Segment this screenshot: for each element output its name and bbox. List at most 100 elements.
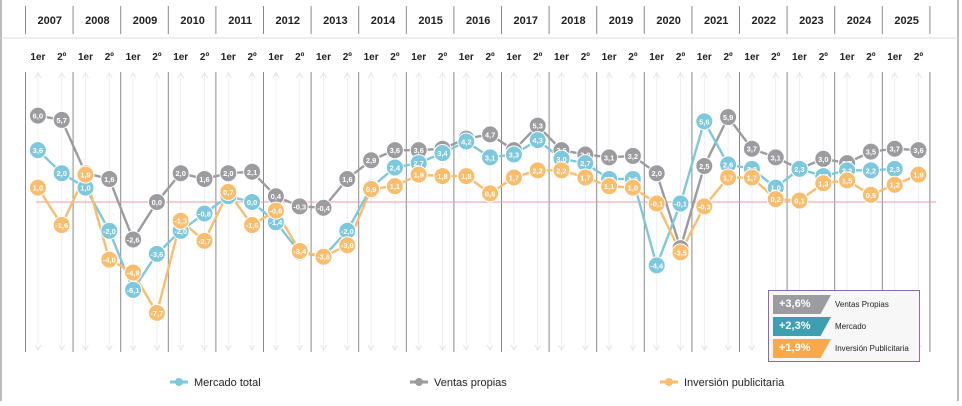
- data-point: [219, 164, 238, 183]
- data-point: [861, 161, 880, 180]
- data-point: [28, 141, 47, 160]
- year-label: 2012: [276, 15, 300, 27]
- arrow-down-icon: [367, 344, 375, 351]
- data-label: 2,0: [651, 169, 661, 178]
- data-point: [576, 168, 595, 187]
- year-label: 2011: [228, 15, 252, 27]
- data-label: 0,4: [271, 192, 282, 201]
- legend-label: Inversión publicitaria: [684, 377, 785, 389]
- summary-label: Mercado: [835, 322, 867, 331]
- arrow-up-icon: [534, 72, 542, 79]
- year-label: 2024: [847, 15, 872, 27]
- arrow-up-icon: [272, 72, 280, 79]
- half-label: 2º: [105, 52, 115, 63]
- arrow-up-icon: [748, 72, 756, 79]
- data-point: [147, 193, 166, 211]
- half-label: 1er: [792, 52, 807, 63]
- data-point: [100, 221, 119, 240]
- data-label: 2,2: [532, 166, 542, 175]
- data-point: [457, 167, 476, 186]
- data-label: 3,6: [33, 146, 43, 155]
- arrow-down-icon: [296, 344, 304, 351]
- data-point: [647, 256, 666, 275]
- legend-label: Mercado total: [194, 377, 261, 389]
- data-point: [719, 108, 738, 127]
- data-point: [885, 139, 904, 158]
- data-point: [385, 158, 404, 177]
- arrow-down-icon: [248, 344, 256, 351]
- data-label: 0,5: [866, 191, 876, 200]
- arrow-down-icon: [724, 344, 732, 351]
- arrow-down-icon: [343, 344, 351, 351]
- data-label: 1,7: [580, 174, 590, 183]
- data-label: 3,6: [390, 146, 400, 155]
- half-label: 1er: [364, 52, 379, 63]
- data-label: 4,2: [461, 138, 471, 147]
- arrow-down-icon: [605, 344, 613, 351]
- data-label: -2,0: [341, 227, 354, 236]
- data-point: [481, 184, 500, 203]
- year-label: 2008: [85, 15, 109, 27]
- year-label: 2016: [466, 15, 490, 27]
- arrow-up-icon: [724, 72, 732, 79]
- data-point: [338, 169, 357, 188]
- data-label: 2,0: [56, 169, 66, 178]
- data-label: -1,4: [269, 218, 283, 227]
- data-point: [195, 169, 214, 188]
- arrow-down-icon: [581, 344, 589, 351]
- data-point: [528, 161, 547, 180]
- data-point: [742, 139, 761, 158]
- data-label: 2,2: [842, 166, 852, 175]
- legend-marker: [175, 378, 183, 386]
- arrow-down-icon: [320, 344, 327, 351]
- data-label: 3,6: [913, 146, 923, 155]
- half-label: 1er: [840, 52, 855, 63]
- data-label: 1,7: [509, 174, 519, 183]
- data-point: [171, 211, 190, 230]
- data-point: [481, 125, 500, 144]
- data-point: [52, 164, 71, 183]
- data-label: 2,9: [366, 156, 376, 165]
- arrow-down-icon: [391, 344, 399, 351]
- data-label: -2,6: [127, 235, 140, 244]
- data-label: 5,3: [532, 122, 542, 131]
- half-label: 1er: [316, 52, 331, 63]
- data-point: [790, 159, 809, 178]
- data-point: [695, 112, 714, 131]
- data-label: 3,7: [889, 145, 899, 154]
- half-label: 2º: [485, 52, 495, 63]
- data-point: [885, 175, 904, 194]
- data-label: 2,5: [699, 162, 709, 171]
- data-label: -2,7: [198, 237, 211, 246]
- summary-label: Ventas Propias: [835, 300, 889, 309]
- half-label: 1er: [887, 52, 902, 63]
- data-label: 5,7: [56, 116, 66, 125]
- half-label: 2º: [723, 52, 733, 63]
- data-point: [671, 194, 690, 213]
- data-point: [909, 165, 928, 184]
- data-label: 4,3: [532, 136, 542, 145]
- data-label: 5,9: [723, 113, 733, 122]
- summary-box: +3,6% Ventas Propias +2,3% Mercado +1,9%…: [768, 290, 920, 362]
- arrow-up-icon: [653, 72, 661, 79]
- data-point: [266, 201, 285, 220]
- arrow-down-icon: [34, 344, 42, 351]
- arrow-up-icon: [320, 72, 327, 79]
- data-point: [528, 131, 547, 150]
- arrow-down-icon: [677, 344, 684, 351]
- data-label: -0,6: [269, 207, 282, 216]
- data-label: 1,7: [723, 174, 733, 183]
- arrow-up-icon: [177, 72, 185, 79]
- year-label: 2025: [894, 15, 918, 27]
- summary-value: +2,3%: [773, 317, 831, 336]
- half-label: 2º: [676, 52, 686, 63]
- half-label: 1er: [649, 52, 664, 63]
- data-point: [362, 151, 381, 170]
- arrow-down-icon: [201, 344, 208, 351]
- arrow-up-icon: [58, 72, 66, 79]
- data-point: [28, 106, 47, 125]
- data-point: [600, 177, 619, 196]
- arrow-down-icon: [272, 344, 280, 351]
- arrow-up-icon: [343, 72, 351, 79]
- data-point: [195, 204, 214, 223]
